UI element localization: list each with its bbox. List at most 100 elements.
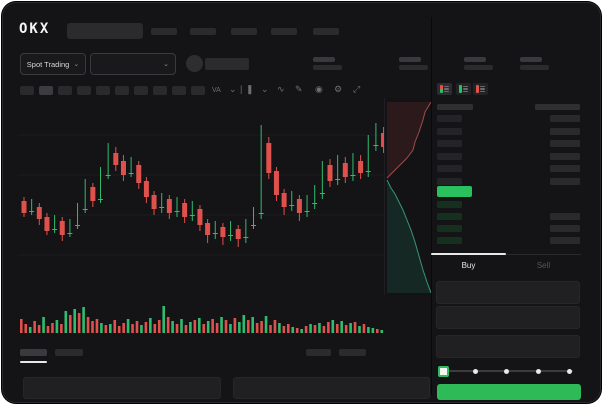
- bottom-panel-box[interactable]: [233, 377, 430, 399]
- fullscreen-icon[interactable]: ⤢: [353, 84, 361, 94]
- bid-amount-placeholder[interactable]: [550, 237, 580, 244]
- ask-price-placeholder[interactable]: [437, 152, 462, 160]
- bottom-tab[interactable]: [55, 349, 83, 356]
- order-input-field[interactable]: [436, 281, 580, 304]
- ask-amount-placeholder[interactable]: [550, 177, 580, 185]
- settings-gear-icon[interactable]: ⚙: [334, 84, 343, 94]
- slider-stop[interactable]: [567, 368, 572, 374]
- chevron-down-icon: ⌄: [73, 61, 80, 68]
- icon-bar: [439, 85, 443, 93]
- nav-item[interactable]: [271, 28, 297, 35]
- volume-chart: [20, 306, 384, 333]
- indicator-va-icon[interactable]: VA: [212, 87, 221, 94]
- order-input-field[interactable]: [436, 335, 580, 358]
- order-input-field[interactable]: [436, 306, 580, 329]
- pair-name-placeholder: [205, 58, 249, 70]
- buy-submit-button[interactable]: [437, 384, 581, 400]
- last-price-badge[interactable]: [437, 186, 472, 197]
- orderbook-col-header: [437, 104, 473, 110]
- screenshot-icon[interactable]: ◉: [315, 84, 323, 94]
- tab-sell[interactable]: Sell: [536, 261, 551, 270]
- ask-amount-placeholder[interactable]: [550, 165, 580, 172]
- bid-amount-placeholder[interactable]: [550, 213, 580, 220]
- slider-handle[interactable]: [438, 365, 449, 377]
- stat-label-placeholder: [464, 57, 486, 62]
- tab-buy[interactable]: Buy: [461, 261, 476, 270]
- icon-lines: [480, 85, 486, 93]
- stat-value-placeholder: [313, 65, 342, 70]
- timeframe-button[interactable]: [172, 86, 186, 95]
- bottom-tab-underline: [20, 361, 47, 363]
- icon-lines: [463, 85, 469, 93]
- okx-logo[interactable]: OKX: [19, 21, 51, 37]
- slider-stop[interactable]: [535, 368, 541, 374]
- amount-slider[interactable]: [438, 365, 573, 377]
- timeframe-button[interactable]: [191, 86, 205, 95]
- timeframe-button[interactable]: [58, 86, 72, 95]
- ask-price-placeholder[interactable]: [437, 177, 462, 185]
- toolbar-divider: |: [240, 84, 243, 94]
- chevron-down-icon[interactable]: ⌄: [261, 84, 269, 94]
- ask-amount-placeholder[interactable]: [550, 127, 580, 135]
- ask-amount-placeholder[interactable]: [550, 115, 580, 122]
- timeframe-button[interactable]: [153, 86, 167, 95]
- bottom-right-placeholder: [306, 349, 331, 356]
- icon-bar: [458, 85, 462, 93]
- book-asks-only-icon[interactable]: [473, 83, 488, 95]
- market-type-selector[interactable]: Spot Trading ⌄: [20, 53, 86, 75]
- active-tab-underline: [431, 253, 506, 255]
- book-bids-only-icon[interactable]: [456, 83, 471, 95]
- panel-divider: [431, 17, 432, 395]
- chevron-down-icon: ⌄: [163, 61, 169, 68]
- nav-item[interactable]: [190, 28, 216, 35]
- timeframe-button[interactable]: [20, 86, 34, 95]
- stat-value-placeholder: [464, 65, 493, 70]
- stat-label-placeholder: [399, 57, 421, 62]
- nav-item[interactable]: [231, 28, 257, 35]
- orderbook-col-header: [535, 104, 580, 110]
- bottom-right-placeholder: [339, 349, 366, 356]
- ask-price-placeholder[interactable]: [437, 127, 462, 135]
- nav-item[interactable]: [151, 28, 177, 35]
- stat-label-placeholder: [520, 57, 542, 62]
- market-type-label: Spot Trading: [26, 59, 70, 69]
- slider-stop[interactable]: [472, 368, 478, 374]
- ask-amount-placeholder[interactable]: [550, 140, 580, 147]
- timeframe-button[interactable]: [134, 86, 148, 95]
- bid-price-placeholder[interactable]: [437, 213, 462, 220]
- timeframe-button[interactable]: [39, 86, 53, 95]
- nav-item[interactable]: [313, 28, 339, 35]
- slider-stop[interactable]: [504, 368, 509, 374]
- stat-value-placeholder: [520, 65, 549, 70]
- chevron-down-icon[interactable]: ⌄: [229, 84, 237, 94]
- stat-value-placeholder: [399, 65, 428, 70]
- line-tool-icon[interactable]: ∿: [277, 84, 285, 94]
- bid-price-placeholder[interactable]: [437, 237, 462, 244]
- ask-price-placeholder[interactable]: [437, 165, 462, 172]
- icon-bar: [475, 85, 479, 93]
- bottom-tab-active[interactable]: [20, 349, 47, 356]
- ask-price-placeholder[interactable]: [437, 140, 462, 147]
- divider: [384, 98, 385, 295]
- chart-type-icon[interactable]: ❚: [246, 84, 254, 94]
- bid-amount-placeholder[interactable]: [550, 225, 580, 232]
- candlestick-chart[interactable]: [18, 103, 384, 295]
- timeframe-button[interactable]: [115, 86, 129, 95]
- ask-amount-placeholder[interactable]: [550, 152, 580, 160]
- pair-selector[interactable]: ⌄: [90, 53, 176, 75]
- divider: [431, 254, 581, 255]
- ask-price-placeholder[interactable]: [437, 115, 462, 122]
- draw-tool-icon[interactable]: ✎: [295, 84, 303, 94]
- bid-price-placeholder[interactable]: [437, 225, 462, 232]
- timeframe-button[interactable]: [96, 86, 110, 95]
- search-input[interactable]: [67, 23, 143, 39]
- timeframe-button[interactable]: [77, 86, 91, 95]
- icon-lines: [444, 85, 450, 93]
- book-both-icon[interactable]: [437, 83, 452, 95]
- bottom-panel-box[interactable]: [23, 377, 221, 399]
- stat-label-placeholder: [313, 57, 335, 62]
- bid-price-placeholder[interactable]: [437, 201, 462, 208]
- depth-chart: [385, 98, 431, 295]
